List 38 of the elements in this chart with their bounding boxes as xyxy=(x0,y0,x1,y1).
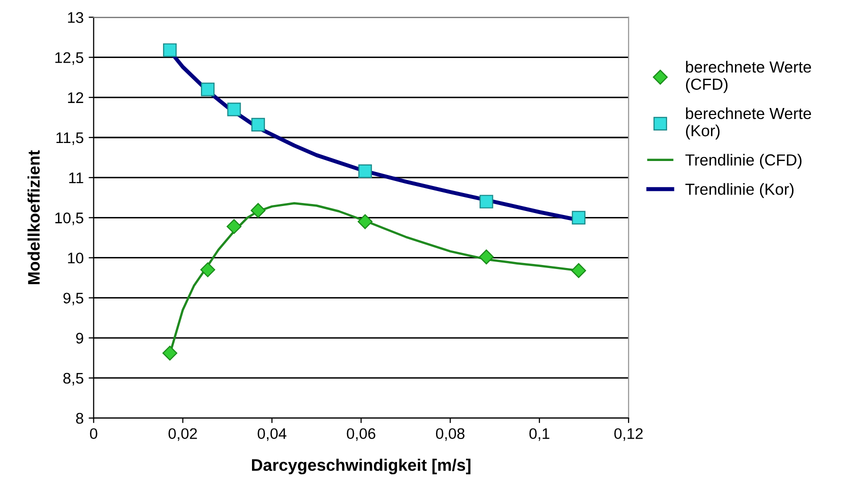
point xyxy=(251,118,265,132)
point xyxy=(250,203,266,218)
legend-label: berechnete Werte (Kor) xyxy=(686,107,812,140)
x-tick-label: 0,04 xyxy=(258,428,286,441)
x-axis-title: Darcygeschwindigkeit [m/s] xyxy=(252,458,470,474)
x-tick-label: 0,08 xyxy=(436,428,464,441)
y-tick-label: 9 xyxy=(76,332,84,344)
x-tick-label: 0,12 xyxy=(614,428,643,441)
y-tick-label: 12,5 xyxy=(55,52,84,65)
y-tick-label: 10,5 xyxy=(55,212,84,226)
point xyxy=(480,194,494,208)
point xyxy=(163,43,177,57)
y-tick-label: 8,5 xyxy=(63,372,84,386)
point xyxy=(227,102,241,116)
y-tick-label: 12 xyxy=(68,92,84,103)
point xyxy=(572,210,586,224)
point xyxy=(571,263,586,278)
y-tick-label: 9,5 xyxy=(63,292,84,306)
point xyxy=(226,219,242,234)
x-tick-label: 0,06 xyxy=(346,428,376,441)
x-tick-label: 0 xyxy=(90,428,98,440)
point xyxy=(162,346,178,361)
point xyxy=(200,262,216,278)
y-tick-label: 8 xyxy=(76,412,84,424)
y-tick-label: 10 xyxy=(68,252,84,264)
x-tick-label: 0,02 xyxy=(168,428,197,441)
point xyxy=(358,164,372,178)
point xyxy=(358,214,373,230)
point xyxy=(200,82,215,96)
x-tick-label: 0,1 xyxy=(529,428,550,441)
y-tick-label: 13 xyxy=(68,12,84,23)
legend-label: Trendlinie (CFD) xyxy=(685,154,802,169)
y-tick-label: 11,5 xyxy=(56,132,84,145)
legend-label: berechnete Werte (CFD) xyxy=(686,60,812,94)
legend-label: Trendlinie (Kor) xyxy=(685,183,794,198)
y-tick-label: 11 xyxy=(69,172,84,184)
y-axis-title: Modellkoeffizient xyxy=(28,150,40,284)
point xyxy=(478,250,494,264)
